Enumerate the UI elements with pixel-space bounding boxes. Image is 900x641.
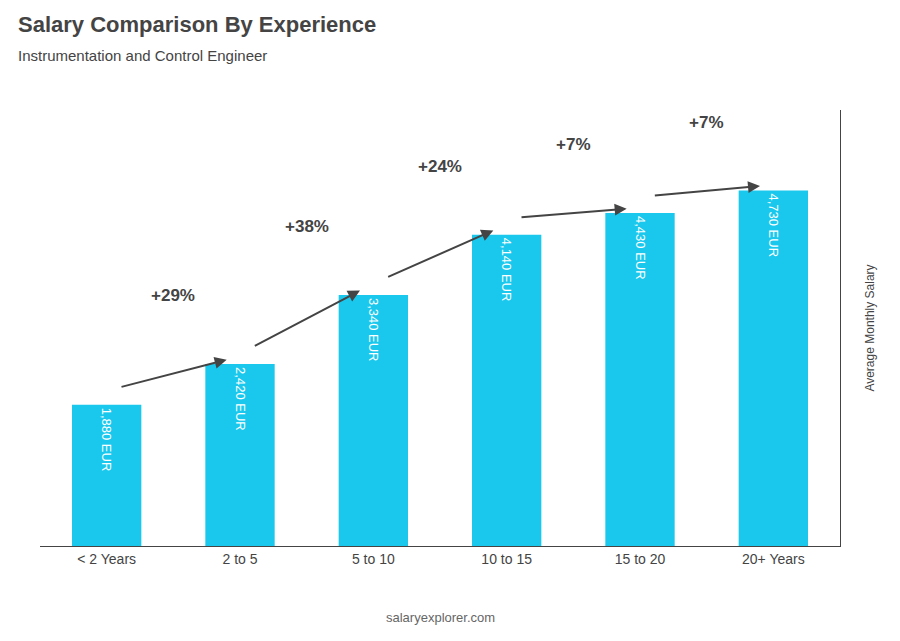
svg-text:+38%: +38% bbox=[285, 217, 329, 236]
svg-text:salaryexplorer.com: salaryexplorer.com bbox=[386, 610, 495, 625]
svg-text:1,880 EUR: 1,880 EUR bbox=[99, 408, 114, 472]
svg-text:4,140 EUR: 4,140 EUR bbox=[499, 238, 514, 302]
svg-text:4,430 EUR: 4,430 EUR bbox=[633, 216, 648, 280]
svg-text:15 to 20: 15 to 20 bbox=[615, 551, 666, 567]
svg-text:3,340 EUR: 3,340 EUR bbox=[366, 298, 381, 362]
svg-text:+29%: +29% bbox=[151, 286, 195, 305]
svg-text:+7%: +7% bbox=[689, 113, 724, 132]
svg-text:2,420 EUR: 2,420 EUR bbox=[233, 367, 248, 431]
svg-text:5 to 10: 5 to 10 bbox=[352, 551, 395, 567]
svg-text:4,730 EUR: 4,730 EUR bbox=[766, 193, 781, 257]
svg-text:2 to 5: 2 to 5 bbox=[222, 551, 257, 567]
svg-text:Average Monthly Salary: Average Monthly Salary bbox=[863, 264, 877, 391]
svg-text:+24%: +24% bbox=[418, 157, 462, 176]
svg-text:10 to 15: 10 to 15 bbox=[481, 551, 532, 567]
svg-text:Salary Comparison By Experienc: Salary Comparison By ExperienceInstrumen… bbox=[18, 12, 376, 64]
svg-text:20+ Years: 20+ Years bbox=[742, 551, 805, 567]
svg-text:< 2 Years: < 2 Years bbox=[77, 551, 136, 567]
svg-text:+7%: +7% bbox=[556, 135, 591, 154]
